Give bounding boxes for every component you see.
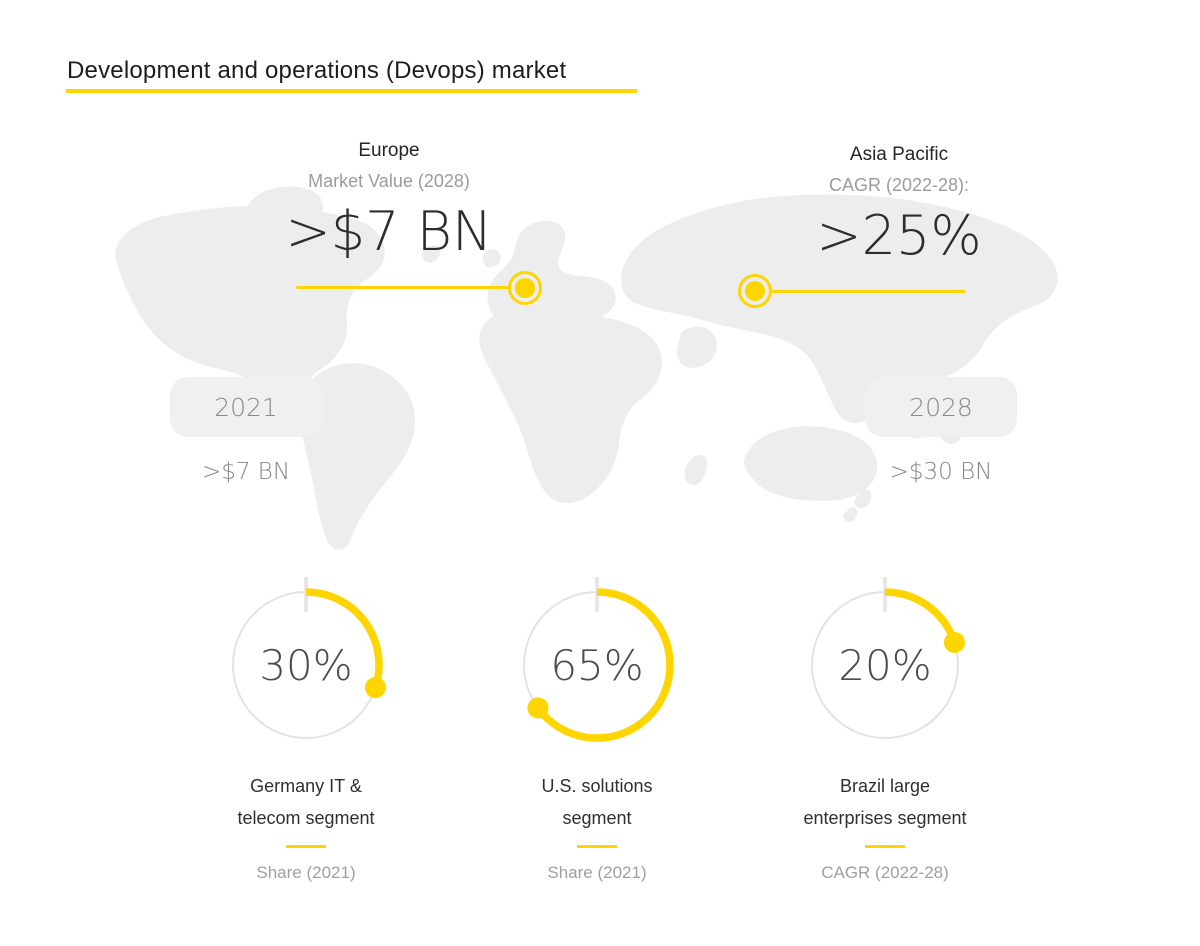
year-badge-2021: 2021: [170, 377, 322, 437]
gauge-label-line: telecom segment: [237, 808, 375, 828]
map-marker-europe-icon: [508, 271, 542, 305]
callout-europe: Europe Market Value (2028) >$7 BN: [239, 140, 539, 259]
gauge-label-line: Germany IT &: [250, 776, 362, 796]
year-value-2028: >$30 BN: [889, 459, 993, 485]
gauge-end-dot-icon: [527, 697, 549, 719]
label-divider: [286, 845, 326, 848]
callout-region: Asia Pacific: [849, 144, 949, 165]
gauge-label-line: enterprises segment: [803, 808, 967, 828]
donut-gauge-germany: 30%: [211, 570, 401, 760]
year-value-2021: >$7 BN: [201, 459, 291, 485]
year-badge-2028: 2028: [865, 377, 1017, 437]
callout-metric: CAGR (2022-28):: [828, 175, 970, 195]
donut-gauge-chart: [232, 577, 386, 739]
gauge-label-line: segment: [562, 808, 632, 828]
gauge-end-dot-icon: [364, 677, 386, 699]
map-marker-asia-icon: [738, 274, 772, 308]
label-divider: [577, 845, 617, 848]
marker-dot-icon: [515, 278, 535, 298]
callout-metric: Market Value (2028): [308, 171, 470, 191]
donut-gauge-us: 65%: [502, 570, 692, 760]
marker-dot-icon: [745, 281, 765, 301]
gauge-label-line: Brazil large: [839, 776, 931, 796]
page-title: Development and operations (Devops) mark…: [67, 57, 567, 84]
donut-gauge-chart: [523, 577, 674, 742]
gauge-label-line: U.S. solutions: [541, 776, 653, 796]
donut-gauge-brazil: 20%: [790, 570, 980, 760]
callout-value: >25%: [816, 204, 982, 267]
connector-line-asia: [771, 290, 966, 293]
world-map: [115, 186, 1058, 550]
donut-gauge-chart: [811, 577, 965, 739]
callout-value: >$7 BN: [285, 200, 493, 263]
connector-line-europe: [296, 286, 511, 289]
gauge-label-brazil: Brazil large enterprises segment CAGR (2…: [755, 770, 1015, 883]
gauge-percent: 20%: [838, 640, 932, 690]
gauge-label-germany: Germany IT & telecom segment Share (2021…: [176, 770, 436, 883]
title-underline: [66, 89, 637, 93]
gauge-caption: Share (2021): [256, 863, 356, 882]
callout-asia-pacific: Asia Pacific CAGR (2022-28): >25%: [749, 144, 1049, 263]
label-divider: [865, 845, 905, 848]
gauge-end-dot-icon: [943, 631, 965, 653]
gauge-caption: Share (2021): [547, 863, 647, 882]
callout-region: Europe: [358, 140, 420, 161]
gauge-label-us: U.S. solutions segment Share (2021): [467, 770, 727, 883]
gauge-percent: 30%: [259, 640, 353, 690]
gauge-percent: 65%: [550, 640, 644, 690]
gauge-caption: CAGR (2022-28): [821, 863, 949, 882]
